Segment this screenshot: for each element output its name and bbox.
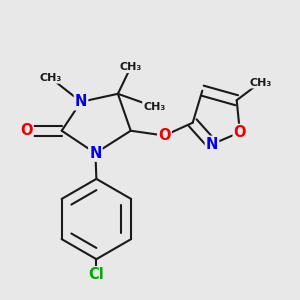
Text: N: N <box>206 137 218 152</box>
Text: CH₃: CH₃ <box>249 78 271 88</box>
Text: O: O <box>234 125 246 140</box>
Text: CH₃: CH₃ <box>39 73 62 83</box>
Text: CH₃: CH₃ <box>120 62 142 72</box>
Text: N: N <box>75 94 87 109</box>
Text: O: O <box>20 123 33 138</box>
Text: N: N <box>89 146 102 161</box>
Text: Cl: Cl <box>88 267 104 282</box>
Text: CH₃: CH₃ <box>143 102 165 112</box>
Text: O: O <box>158 128 171 143</box>
